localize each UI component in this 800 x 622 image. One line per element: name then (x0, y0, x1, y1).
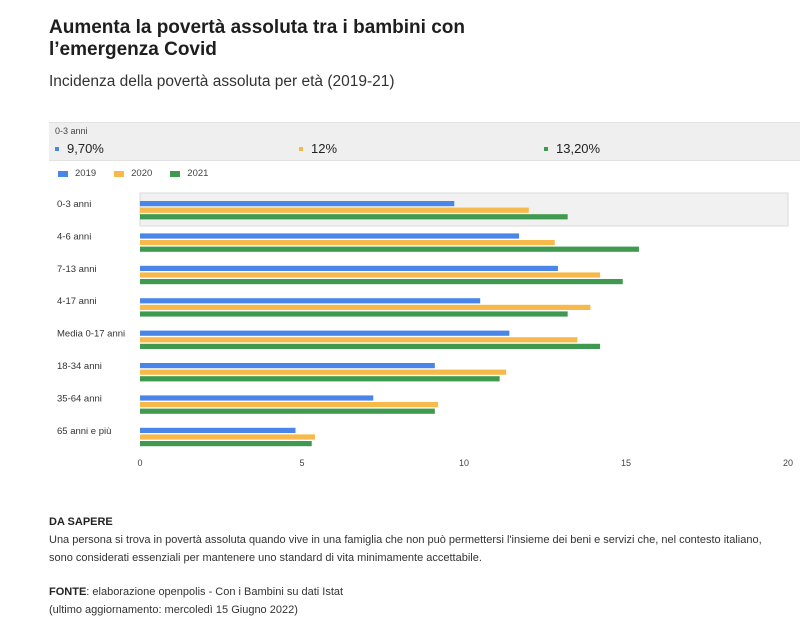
note-text: Una persona si trova in povertà assoluta… (49, 534, 762, 564)
note-heading: DA SAPERE (49, 516, 113, 528)
legend-label-2021: 2021 (187, 168, 209, 179)
bar-18-34-anni-2020 (140, 369, 507, 375)
bar-35-64-anni-2020 (140, 402, 439, 408)
category-label-0-3-anni: 0-3 anni (57, 199, 91, 210)
bar-0-3-anni-2020 (140, 207, 529, 213)
source-block: FONTE: elaborazione openpolis - Con i Ba… (49, 583, 769, 619)
category-label-7-13-anni: 7-13 anni (57, 264, 97, 275)
tooltip-value-2020: 12% (311, 141, 338, 156)
category-label-65-anni-e-pi: 65 anni e più (57, 426, 111, 437)
bar-4-6-anni-2020 (140, 240, 555, 246)
legend-item-2020[interactable]: 2020 (114, 168, 152, 179)
bar-7-13-anni-2021 (140, 279, 623, 285)
x-tick-label-0: 0 (137, 458, 142, 468)
legend-label-2019: 2019 (75, 168, 97, 179)
bar-4-6-anni-2019 (140, 233, 520, 239)
bar-4-17-anni-2021 (140, 311, 568, 317)
bar-0-3-anni-2019 (140, 201, 455, 207)
category-label-35-64-anni: 35-64 anni (57, 393, 102, 404)
x-tick-label-5: 5 (299, 458, 304, 468)
bar-18-34-anni-2021 (140, 376, 500, 382)
bar-media-0-17-anni-2019 (140, 330, 510, 336)
tooltip-category: 0-3 anni (55, 126, 88, 136)
series-2019-swatch (55, 146, 59, 151)
tooltip-value-2021: 13,20% (556, 141, 601, 156)
source-line: FONTE: elaborazione openpolis - Con i Ba… (49, 583, 769, 601)
legend-swatch-2019 (58, 170, 68, 177)
x-tick-label-15: 15 (621, 458, 631, 468)
category-label-4-17-anni: 4-17 anni (57, 296, 97, 307)
bar-media-0-17-anni-2021 (140, 343, 601, 349)
bar-media-0-17-anni-2020 (140, 337, 578, 343)
bar-18-34-anni-2019 (140, 363, 435, 369)
x-tick-label-10: 10 (459, 458, 469, 468)
bar-65-anni-e-pi-2019 (140, 427, 296, 433)
category-label-media-0-17-anni: Media 0-17 anni (57, 329, 125, 340)
bar-65-anni-e-pi-2020 (140, 434, 315, 440)
bar-7-13-anni-2020 (140, 272, 601, 278)
x-tick-label-20: 20 (783, 458, 793, 468)
bar-4-6-anni-2021 (140, 246, 639, 252)
legend-item-2021[interactable]: 2021 (170, 168, 208, 179)
bar-0-3-anni-2021 (140, 214, 568, 220)
tooltip-value-2019: 9,70% (67, 141, 104, 156)
series-2020-swatch (299, 146, 303, 151)
last-updated: (ultimo aggiornamento: mercoledì 15 Giug… (49, 604, 298, 616)
source-text: : elaborazione openpolis - Con i Bambini… (86, 586, 344, 598)
bar-7-13-anni-2019 (140, 265, 558, 271)
bar-chart: 0-3 anni 4-6 anni 7-13 anni 4-17 anni Media … (57, 192, 793, 468)
tooltip-item-2019: 9,70% (55, 141, 104, 156)
chart-title: Aumenta la povertà assoluta tra i bambin… (49, 17, 465, 60)
bar-4-17-anni-2020 (140, 304, 591, 310)
source-label: FONTE (49, 586, 87, 598)
bar-35-64-anni-2019 (140, 395, 374, 401)
chart-subtitle: Incidenza della povertà assoluta per età… (49, 73, 395, 90)
legend-swatch-2021 (170, 170, 181, 177)
legend-swatch-2020 (114, 170, 125, 177)
bar-65-anni-e-pi-2021 (140, 441, 312, 447)
legend-item-2019[interactable]: 2019 (58, 168, 96, 179)
legend-label-2020: 2020 (131, 168, 153, 179)
series-2021-swatch (544, 146, 548, 151)
chart-legend: 2019 2020 2021 (58, 168, 226, 179)
tooltip-item-2021: 13,20% (544, 141, 600, 156)
hover-tooltip-bar: 0-3 anni 9,70% 12% 13,20% (49, 122, 800, 161)
note-block: DA SAPERE Una persona si trova in povert… (49, 513, 769, 567)
bar-4-17-anni-2019 (140, 298, 481, 304)
tooltip-item-2020: 12% (299, 141, 337, 156)
category-label-4-6-anni: 4-6 anni (57, 231, 91, 242)
bar-35-64-anni-2021 (140, 408, 435, 414)
category-label-18-34-anni: 18-34 anni (57, 361, 102, 372)
